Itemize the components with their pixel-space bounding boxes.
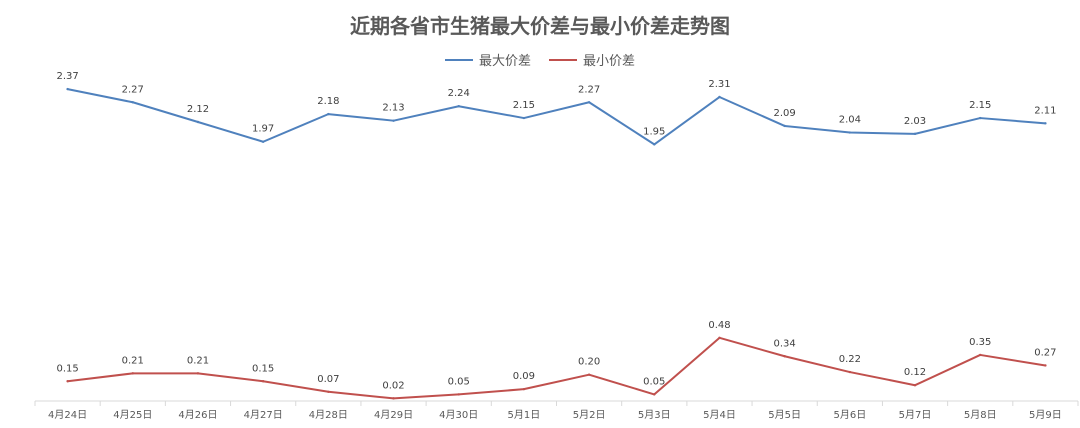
x-tick-label: 5月6日 [833, 409, 866, 421]
data-point [457, 105, 460, 108]
data-point [392, 397, 395, 400]
x-tick-label: 4月29日 [374, 409, 413, 421]
data-point [457, 393, 460, 396]
series-line-min [67, 336, 1046, 400]
x-tick-label: 5月9日 [1029, 409, 1062, 421]
legend-item-max: 最大价差 [444, 50, 531, 69]
data-point [783, 124, 786, 128]
data-label: 0.12 [904, 367, 926, 378]
series-line-max [67, 88, 1046, 146]
data-point [913, 384, 917, 387]
x-tick-label: 5月7日 [899, 409, 932, 421]
data-point [1044, 122, 1047, 125]
x-tick-label: 5月4日 [703, 409, 736, 421]
data-point [979, 116, 982, 120]
data-point [131, 372, 134, 375]
x-tick-label: 5月1日 [508, 409, 541, 421]
data-label: 0.07 [317, 374, 339, 385]
data-point [261, 140, 265, 143]
x-tick-label: 5月3日 [638, 409, 671, 421]
x-tick-label: 4月24日 [48, 409, 87, 421]
data-label: 0.05 [643, 376, 665, 387]
x-tick-label: 4月30日 [439, 409, 478, 421]
data-label: 0.15 [56, 363, 78, 374]
legend-swatch-min [549, 58, 577, 61]
data-point [131, 101, 134, 104]
data-point [66, 87, 69, 91]
data-point [848, 131, 852, 134]
data-label: 2.12 [187, 104, 209, 115]
data-label: 2.27 [578, 84, 600, 95]
data-point [1044, 364, 1047, 367]
legend-swatch-max [444, 58, 473, 61]
data-point [848, 370, 852, 374]
data-point [783, 355, 786, 358]
legend-label-min: 最小价差 [583, 54, 636, 69]
data-label: 2.13 [382, 103, 404, 114]
data-point [587, 101, 591, 104]
data-label: 0.35 [969, 337, 991, 348]
data-label: 0.48 [708, 320, 730, 331]
data-label: 0.09 [513, 371, 535, 382]
data-label: 2.04 [839, 115, 861, 126]
data-point [653, 143, 656, 146]
data-label: 2.24 [448, 88, 470, 99]
data-point [979, 353, 982, 357]
data-label: 2.18 [317, 96, 339, 107]
data-label: 0.22 [839, 354, 861, 365]
data-point [392, 119, 395, 122]
legend-item-min: 最小价差 [549, 50, 635, 69]
data-label: 2.27 [122, 84, 144, 95]
data-point [327, 112, 330, 116]
data-label: 0.02 [382, 380, 404, 391]
data-label: 2.03 [904, 116, 926, 127]
data-label: 2.11 [1034, 105, 1056, 116]
data-point [261, 380, 265, 383]
legend: 最大价差 最小价差 [0, 50, 1080, 69]
legend-label-max: 最大价差 [478, 54, 531, 69]
data-point [587, 373, 591, 376]
x-tick-label: 4月27日 [244, 409, 283, 421]
data-label: 0.21 [187, 355, 209, 366]
data-label: 2.31 [708, 79, 730, 90]
data-label: 2.37 [56, 71, 78, 82]
x-tick-label: 5月8日 [964, 409, 997, 421]
data-label: 0.15 [252, 363, 274, 374]
data-label: 0.05 [448, 376, 470, 387]
data-point [196, 372, 200, 375]
data-label: 2.15 [513, 100, 535, 111]
data-label: 0.21 [122, 355, 144, 366]
data-label: 1.95 [643, 126, 665, 137]
chart-title: 近期各省市生猪最大价差与最小价差走势图 [350, 14, 730, 38]
data-point [913, 132, 917, 136]
data-label: 1.97 [252, 124, 274, 135]
data-label: 0.27 [1034, 347, 1056, 358]
x-tick-label: 4月26日 [178, 409, 217, 421]
data-point [718, 336, 721, 340]
data-point [522, 387, 526, 391]
data-point [522, 116, 526, 120]
data-label: 0.34 [774, 338, 796, 349]
data-point [196, 120, 200, 124]
x-tick-label: 4月25日 [113, 409, 152, 421]
data-label: 0.20 [578, 357, 600, 368]
data-point [66, 380, 69, 383]
data-point [327, 390, 330, 393]
x-tick-label: 4月28日 [309, 409, 348, 421]
x-tick-label: 5月2日 [573, 409, 606, 421]
data-point [653, 393, 656, 396]
data-label: 2.15 [969, 100, 991, 111]
x-tick-label: 5月5日 [768, 409, 801, 421]
data-label: 2.09 [774, 108, 796, 119]
data-point [718, 95, 721, 99]
